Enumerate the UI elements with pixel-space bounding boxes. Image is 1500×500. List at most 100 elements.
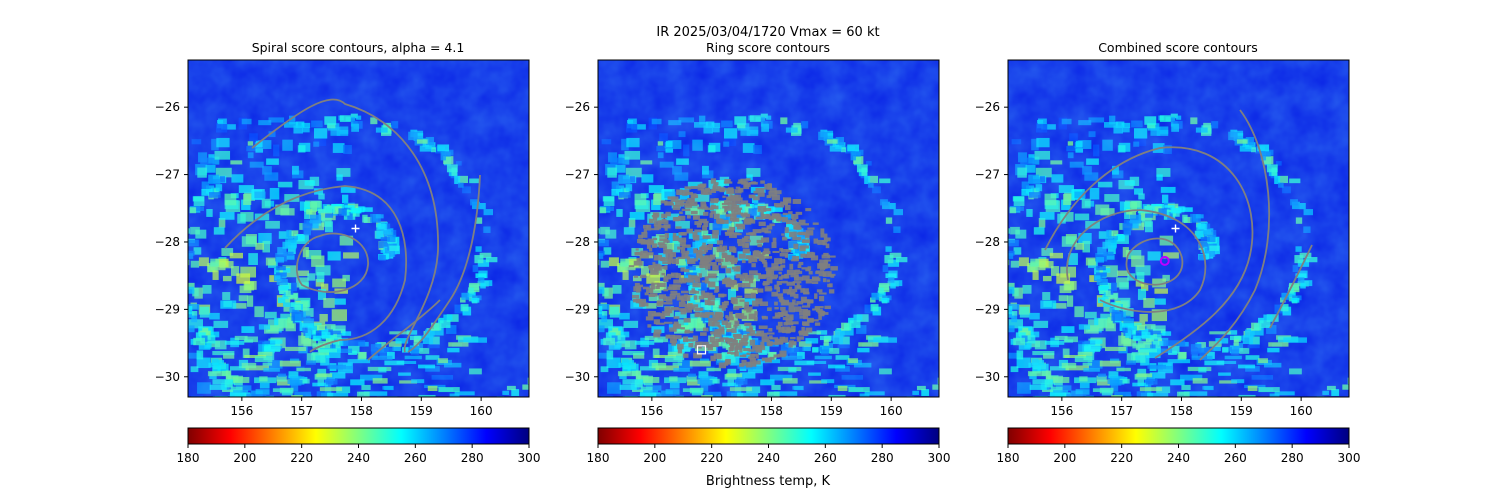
- contour-fragment: [651, 313, 657, 317]
- contour-fragment: [751, 219, 756, 224]
- contour-fragment: [802, 275, 810, 281]
- contour-fragment: [763, 208, 772, 212]
- ir-pixel: [971, 318, 976, 323]
- contour-fragment: [682, 244, 691, 248]
- contour-fragment: [718, 305, 726, 309]
- contour-fragment: [703, 221, 709, 227]
- contour-fragment: [690, 185, 698, 190]
- ir-pixel: [559, 139, 567, 145]
- contour-fragment: [761, 259, 767, 264]
- ir-pixel: [586, 251, 595, 256]
- contour-fragment: [709, 312, 715, 316]
- contour-fragment: [822, 242, 827, 246]
- contour-fragment: [800, 288, 805, 293]
- contour-fragment: [767, 183, 772, 189]
- ir-pixel: [974, 155, 981, 163]
- contour-fragment: [758, 221, 766, 227]
- x-tick-label: 159: [1230, 404, 1253, 418]
- y-tick-label: −26: [155, 100, 180, 114]
- contour-fragment: [818, 292, 827, 295]
- y-tick-label: −27: [975, 168, 1000, 182]
- contour-fragment: [678, 237, 687, 243]
- contour-fragment: [637, 298, 647, 304]
- contour-fragment: [766, 195, 772, 199]
- contour-fragment: [732, 247, 737, 253]
- contour-fragment: [710, 188, 717, 193]
- contour-fragment: [650, 284, 655, 290]
- center-plus-marker: [351, 224, 360, 233]
- contour-fragment: [791, 222, 800, 226]
- contour-fragment: [731, 206, 739, 212]
- contour-fragment: [664, 275, 672, 280]
- contour-fragment: [744, 218, 753, 222]
- contour-fragment: [678, 301, 686, 308]
- contour-fragment: [768, 191, 778, 197]
- contour-fragment: [793, 293, 799, 299]
- contour-fragment: [676, 292, 681, 297]
- contour-fragment: [651, 215, 660, 218]
- contour-fragment: [744, 274, 754, 280]
- contour-fragment: [802, 239, 809, 242]
- contour-fragment: [692, 232, 698, 238]
- contour-fragment: [798, 330, 804, 334]
- contour-fragment: [664, 201, 674, 206]
- panel-combined: Combined score contours 156 157 158 159 160 −…: [975, 40, 1406, 465]
- ir-pixel: [1396, 178, 1406, 186]
- ir-pixel: [997, 213, 1005, 221]
- contour-fragment: [715, 311, 723, 317]
- ir-pixel: [996, 288, 1007, 292]
- ir-pixel: [942, 362, 954, 369]
- y-tick-label: −30: [975, 370, 1000, 384]
- contour-fragment: [801, 305, 811, 308]
- contour-fragment: [816, 289, 823, 293]
- contour-fragment: [782, 289, 791, 294]
- contour-fragment: [765, 256, 773, 259]
- contour-fragment: [793, 224, 801, 229]
- combined-circle-marker: [1159, 255, 1170, 266]
- contour-fragment: [679, 211, 683, 214]
- ir-pixel: [573, 271, 582, 278]
- contour-fragment: [663, 289, 669, 292]
- contour-fragment: [778, 271, 782, 275]
- contour-fragment: [702, 225, 708, 231]
- contour-fragment: [658, 294, 667, 298]
- contour-fragment: [715, 258, 724, 262]
- contour-fragment: [736, 273, 740, 277]
- contour-fragment: [700, 220, 709, 224]
- contour-fragment: [821, 240, 828, 243]
- contour-fragment: [643, 228, 648, 234]
- contour-fragment: [700, 201, 707, 208]
- contour-fragment: [725, 268, 732, 274]
- contour-fragment: [786, 249, 792, 253]
- contour-fragment: [693, 248, 698, 254]
- contour-fragment: [634, 253, 643, 256]
- contour-fragment: [635, 248, 639, 251]
- x-tick-label: 156: [230, 404, 253, 418]
- contour-fragment: [766, 225, 773, 230]
- contour-fragment: [646, 224, 652, 231]
- ir-pixel: [197, 396, 214, 397]
- contour-fragment: [799, 245, 806, 252]
- contour-line: [367, 299, 441, 361]
- contour-fragment: [729, 217, 738, 222]
- contour-fragment: [755, 353, 759, 359]
- contour-fragment: [735, 313, 745, 317]
- contour-fragment: [685, 252, 689, 259]
- contour-fragment: [784, 227, 789, 234]
- contour-fragment: [791, 321, 799, 325]
- contour-fragment: [726, 229, 735, 235]
- contour-fragment: [705, 292, 710, 296]
- contour-fragment: [650, 269, 659, 275]
- contour-fragment: [682, 190, 690, 194]
- contour-fragment: [701, 256, 709, 262]
- contour-fragment: [796, 232, 802, 235]
- contour-fragment: [777, 321, 783, 327]
- contour-fragment: [774, 338, 784, 345]
- contour-fragment: [707, 344, 713, 351]
- contour-fragment: [827, 255, 836, 258]
- contour-fragment: [691, 304, 699, 308]
- contour-fragment: [761, 336, 770, 340]
- contour-fragment: [788, 341, 793, 348]
- contour-fragment: [665, 211, 671, 217]
- contour-fragment: [717, 262, 722, 266]
